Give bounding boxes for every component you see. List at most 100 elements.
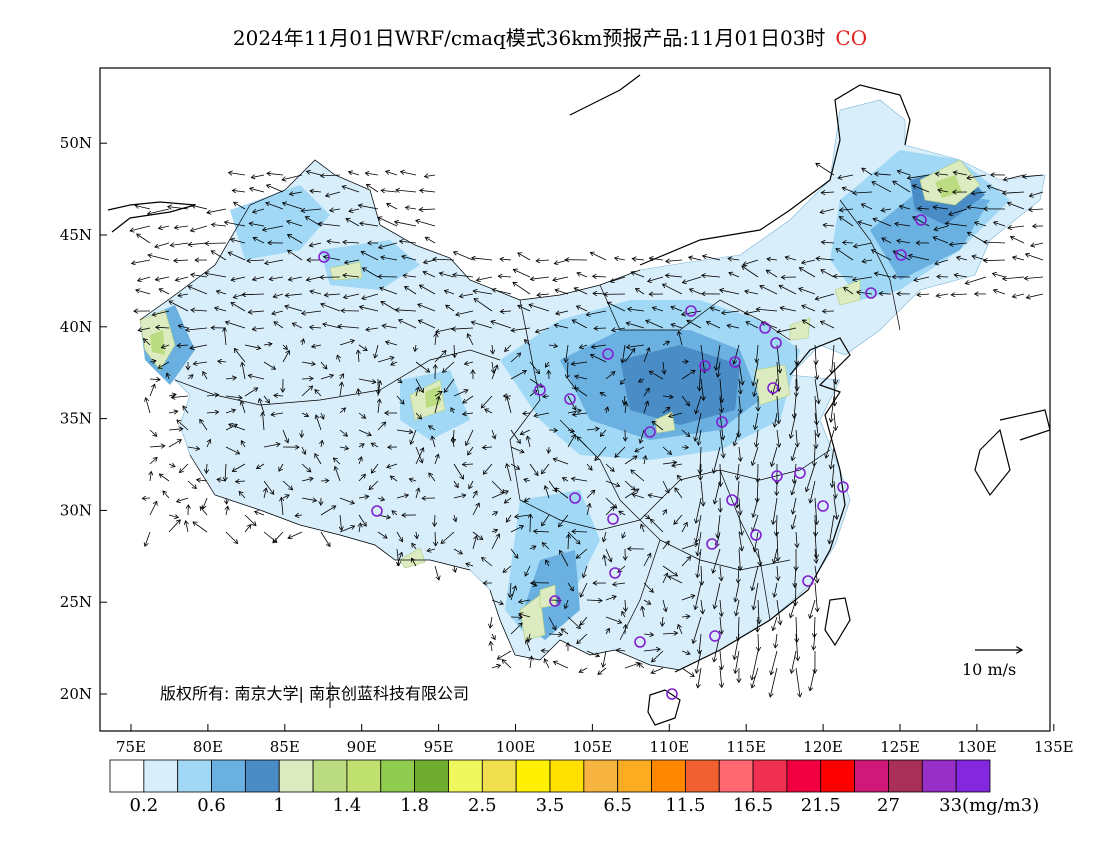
station-marker [865, 287, 877, 299]
colorbar-swatch [481, 759, 517, 793]
colorbar [109, 759, 991, 793]
wind-scale-label: 10 m/s [962, 660, 1017, 679]
station-marker [371, 505, 383, 517]
station-marker [817, 500, 829, 512]
colorbar-label: 16.5 [733, 795, 774, 816]
station-marker [666, 688, 678, 700]
map-frame [99, 67, 1051, 732]
colorbar-swatch [854, 759, 889, 793]
colorbar-swatch [414, 759, 449, 793]
wind-vectors [130, 163, 1044, 697]
station-marker [564, 393, 576, 405]
colorbar-swatch [448, 759, 483, 793]
colorbar-label: 1.4 [332, 795, 362, 816]
colorbar-label: 11.5 [665, 795, 706, 816]
colorbar-swatch [211, 759, 246, 793]
station-marker [602, 348, 614, 360]
station-marker [895, 249, 907, 261]
station-marker [549, 595, 561, 607]
station-marker [716, 416, 728, 428]
station-marker [706, 538, 718, 550]
lon-tick-label: 105E [573, 738, 613, 756]
station-marker [771, 470, 783, 482]
lon-tick-label: 80E [193, 738, 223, 756]
lon-tick-label: 130E [957, 738, 997, 756]
station-marker [770, 337, 782, 349]
lon-tick-label: 85E [270, 738, 300, 756]
station-marker [802, 575, 814, 587]
lon-tick-label: 95E [424, 738, 454, 756]
stations [318, 214, 927, 700]
colorbar-swatch [143, 759, 179, 793]
station-marker [750, 529, 762, 541]
axis-ticks: 75E 80E 85E 90E 95E 100E 105E 110E 115E 120E 125E 1… [60, 134, 1074, 756]
colorbar-label: 1 [273, 795, 285, 816]
station-marker [318, 251, 330, 263]
colorbar-swatch [177, 759, 212, 793]
colorbar-swatch [651, 759, 686, 793]
lat-tick-label: 35N [60, 410, 92, 428]
lon-tick-label: 125E [880, 738, 920, 756]
station-marker [709, 630, 721, 642]
copyright-text: 版权所有: 南京大学| 南京创蓝科技有限公司 [160, 684, 469, 703]
colorbar-swatch [921, 759, 957, 793]
colorbar-swatch [617, 759, 652, 793]
map-title: 2024年11月01日WRF/cmaq模式36km预报产品:11月01日03时 C… [0, 22, 1100, 51]
colorbar-swatch [244, 759, 280, 793]
colorbar-swatch [583, 759, 619, 793]
colorbar-swatch [718, 759, 754, 793]
station-marker [767, 382, 779, 394]
title-text: 2024年11月01日WRF/cmaq模式36km预报产品:11月01日03时 [232, 26, 826, 50]
colorbar-swatch [752, 759, 788, 793]
colorbar-swatch [380, 759, 416, 793]
colorbar-label: 1.8 [400, 795, 429, 816]
species-label: CO [835, 26, 868, 50]
station-marker [685, 305, 697, 317]
colorbar-swatch [278, 759, 314, 793]
station-marker [759, 322, 771, 334]
station-marker [837, 481, 849, 493]
colorbar-swatch [820, 759, 856, 793]
colorbar-label: 0.2 [129, 795, 159, 816]
lon-tick-label: 135E [1034, 738, 1074, 756]
lon-tick-label: 100E [496, 738, 536, 756]
colorbar-swatch [549, 759, 585, 793]
lat-tick-label: 50N [60, 134, 92, 152]
coastline [107, 74, 1050, 726]
colorbar-swatch [312, 759, 348, 793]
station-marker [634, 636, 646, 648]
station-marker [607, 513, 619, 525]
lon-tick-label: 110E [650, 738, 690, 756]
station-marker [569, 492, 581, 504]
station-marker [915, 214, 927, 226]
colorbar-label: 2.5 [467, 795, 497, 816]
lon-tick-label: 90E [347, 738, 377, 756]
station-marker [699, 360, 711, 372]
station-marker [726, 494, 738, 506]
colorbar-label: 3.5 [535, 795, 565, 816]
lon-tick-label: 115E [726, 738, 766, 756]
lat-tick-label: 45N [60, 226, 92, 244]
colorbar-swatch [109, 759, 145, 793]
station-marker [729, 356, 741, 368]
lat-tick-label: 30N [60, 501, 92, 519]
colorbar-swatch [786, 759, 822, 793]
colorbar-label: 33(mg/m3) [939, 795, 1040, 816]
lat-tick-label: 25N [60, 593, 92, 611]
station-marker [534, 384, 546, 396]
colorbar-swatch [888, 759, 923, 793]
colorbar-label: 6.5 [603, 795, 633, 816]
station-marker [644, 426, 656, 438]
colorbar-swatch [684, 759, 720, 793]
colorbar-swatch [955, 759, 991, 793]
colorbar-label: 27 [877, 795, 900, 816]
lon-tick-label: 120E [803, 738, 843, 756]
station-marker [794, 467, 806, 479]
colorbar-swatch [515, 759, 551, 793]
colorbar-label: 0.6 [197, 795, 226, 816]
lat-tick-label: 20N [60, 685, 92, 703]
lat-tick-label: 40N [60, 318, 92, 336]
lon-tick-label: 75E [116, 738, 146, 756]
station-marker [609, 567, 621, 579]
